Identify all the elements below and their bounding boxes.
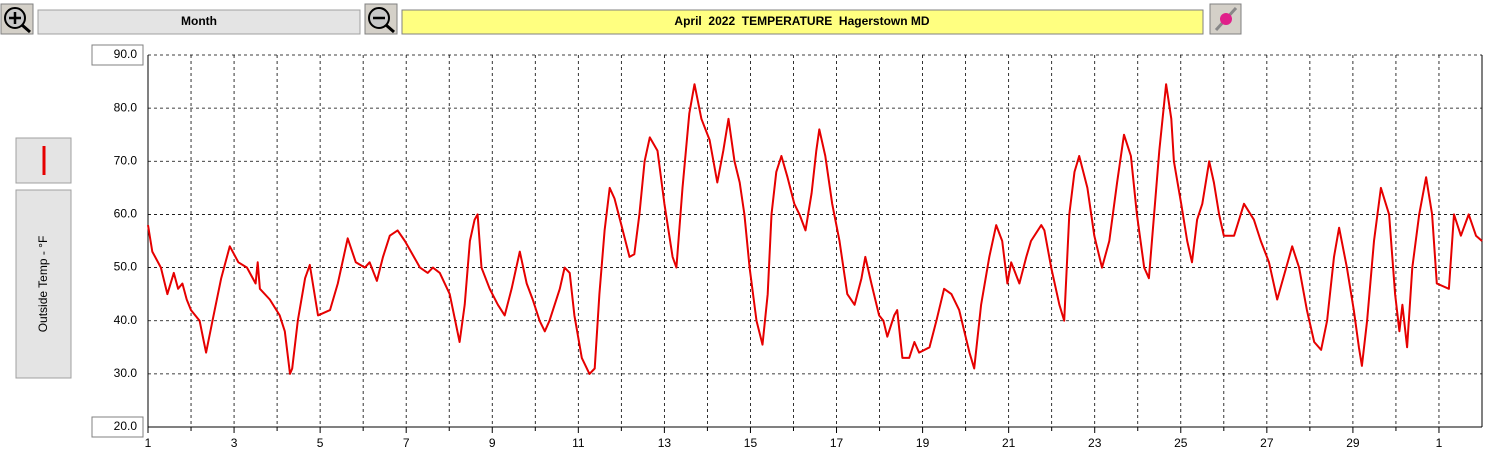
axis-label-button[interactable] [15, 189, 72, 379]
y-tick-label: 60.0 [114, 207, 138, 221]
y-tick-label: 90.0 [114, 47, 138, 61]
x-tick-label: 9 [489, 436, 496, 450]
plot-area: 20.030.040.050.060.070.080.090.01 3 5 7 9 11 1… [91, 44, 1483, 450]
x-tick-label: 7 [403, 436, 410, 450]
y-tick-label: 70.0 [114, 153, 138, 167]
x-tick-label: 3 [231, 436, 238, 450]
color-button[interactable] [1209, 3, 1242, 35]
x-tick-label: 29 [1346, 436, 1360, 450]
legend-button[interactable] [15, 137, 72, 184]
period-label: Month [181, 14, 217, 28]
y-tick-label: 30.0 [114, 366, 138, 380]
x-tick-label: 15 [744, 436, 758, 450]
zoom-in-button[interactable] [0, 3, 34, 35]
x-tick-label: 1 [145, 436, 152, 450]
y-tick-label: 50.0 [114, 260, 138, 274]
y-tick-box [91, 44, 144, 66]
x-tick-label: 21 [1002, 436, 1016, 450]
temperature-line [147, 83, 1483, 375]
y-tick-label: 80.0 [114, 100, 138, 114]
x-tick-label: 1 [1436, 436, 1443, 450]
x-tick-label: 5 [317, 436, 324, 450]
x-tick-label: 25 [1174, 436, 1188, 450]
title-bar [401, 9, 1204, 35]
x-tick-label: 19 [916, 436, 930, 450]
x-tick-label: 13 [658, 436, 672, 450]
x-tick-label: 17 [830, 436, 844, 450]
y-tick-label: 20.0 [114, 419, 138, 433]
x-tick-label: 11 [572, 436, 585, 450]
zoom-out-button[interactable] [364, 3, 398, 35]
x-tick-label: 27 [1260, 436, 1274, 450]
chart-title: April 2022 TEMPERATURE Hagerstown MD [674, 14, 929, 28]
period-button[interactable] [37, 9, 361, 35]
legend-label: Outside Temp - °F [36, 236, 50, 333]
x-tick-label: 23 [1088, 436, 1102, 450]
y-tick-label: 40.0 [114, 313, 138, 327]
y-tick-box [91, 416, 144, 438]
